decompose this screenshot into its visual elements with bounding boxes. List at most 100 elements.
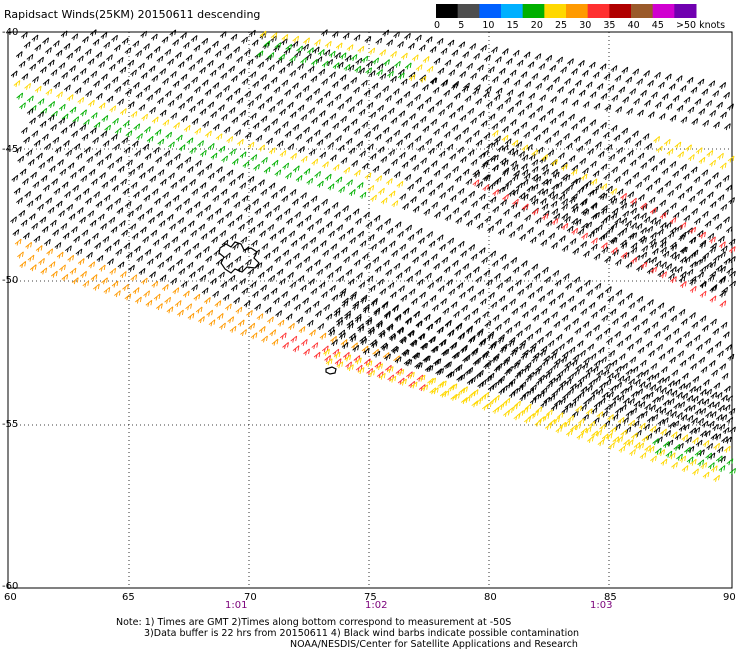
wind-barb [341,342,349,349]
wind-barb [17,155,25,163]
wind-barb [199,182,207,190]
wind-barb [311,246,319,254]
wind-barb [76,55,84,63]
wind-barb [433,57,441,65]
wind-barb [503,356,511,364]
wind-barb [289,55,296,63]
wind-barb [331,201,339,209]
wind-barb [478,193,486,201]
wind-barb [410,297,418,305]
wind-barb [680,116,688,124]
wind-barb [182,290,190,298]
wind-barb [505,58,513,65]
wind-barb [708,462,715,470]
wind-barb [704,179,711,186]
wind-barb [239,151,247,159]
wind-barb [128,169,136,177]
wind-barb [648,155,655,163]
wind-barb [404,62,412,70]
wind-barb [417,144,425,152]
wind-barb [354,169,361,177]
wind-barb [668,452,676,460]
wind-barb [394,221,402,229]
wind-barb [430,160,438,168]
wind-barb [421,301,429,309]
wind-barb [561,198,568,206]
wind-barb [635,337,642,345]
wind-barb [440,47,448,55]
wind-barb [512,128,520,136]
wind-barb [624,137,631,145]
wind-barb [664,73,672,81]
wind-barb [648,350,655,358]
wind-barb [543,355,550,363]
wind-barb [722,427,730,435]
wind-barb [512,49,520,57]
wind-barb [608,442,615,450]
wind-barb [618,445,626,453]
wind-barb [139,226,147,234]
wind-barb [473,212,481,220]
wind-barb [202,245,210,253]
wind-barb [340,339,348,347]
wind-barb [601,433,609,441]
wind-barb [204,297,211,304]
wind-barb [540,345,548,353]
wind-barb [428,189,436,197]
wind-barb [86,251,93,259]
wind-barb [658,158,666,166]
wind-barb [354,315,362,323]
wind-barb [115,156,123,164]
wind-barb [657,394,665,402]
wind-barb [551,311,558,319]
wind-barb [541,127,549,135]
wind-barb [358,67,365,75]
wind-barb [106,204,113,211]
wind-barb [657,377,665,385]
wind-barb [457,240,465,248]
wind-barb [719,455,726,463]
wind-barb [709,109,716,117]
wind-barb [361,162,369,170]
wind-barb [377,278,384,286]
wind-barb [681,392,688,400]
wind-barb [446,279,453,287]
wind-barb [205,130,212,138]
wind-barb [568,113,575,121]
wind-barb [412,164,420,172]
wind-barb [646,415,654,423]
wind-barb [392,88,400,96]
wind-barb [269,329,277,337]
wind-barb [531,355,538,363]
wind-barb [480,352,488,360]
wind-barb [580,427,588,435]
wind-barb [650,455,657,463]
wind-barb [693,334,701,342]
wind-barb [146,135,154,143]
wind-barb [423,313,431,321]
wind-barb [241,195,249,203]
wind-barb [443,89,451,97]
wind-barb [405,224,412,232]
wind-barb [270,287,278,295]
wind-barb [640,227,647,235]
wind-barb [363,211,370,219]
wind-barb [725,344,732,352]
wind-barb [394,60,401,68]
wind-barb [284,130,292,138]
wind-barb [325,358,333,366]
time-label-2: 1:02 [365,600,388,611]
wind-barb [153,293,161,301]
wind-barb [482,184,490,192]
wind-barb [470,72,477,80]
legend-swatch [479,4,502,18]
wind-barb [512,198,519,206]
wind-barb [191,118,199,126]
wind-barb [418,374,426,382]
wind-barb [249,112,257,120]
wind-barb [484,85,492,93]
wind-barb [228,274,236,282]
wind-barb [360,338,367,346]
wind-barb [450,341,458,349]
wind-barb [415,64,423,72]
